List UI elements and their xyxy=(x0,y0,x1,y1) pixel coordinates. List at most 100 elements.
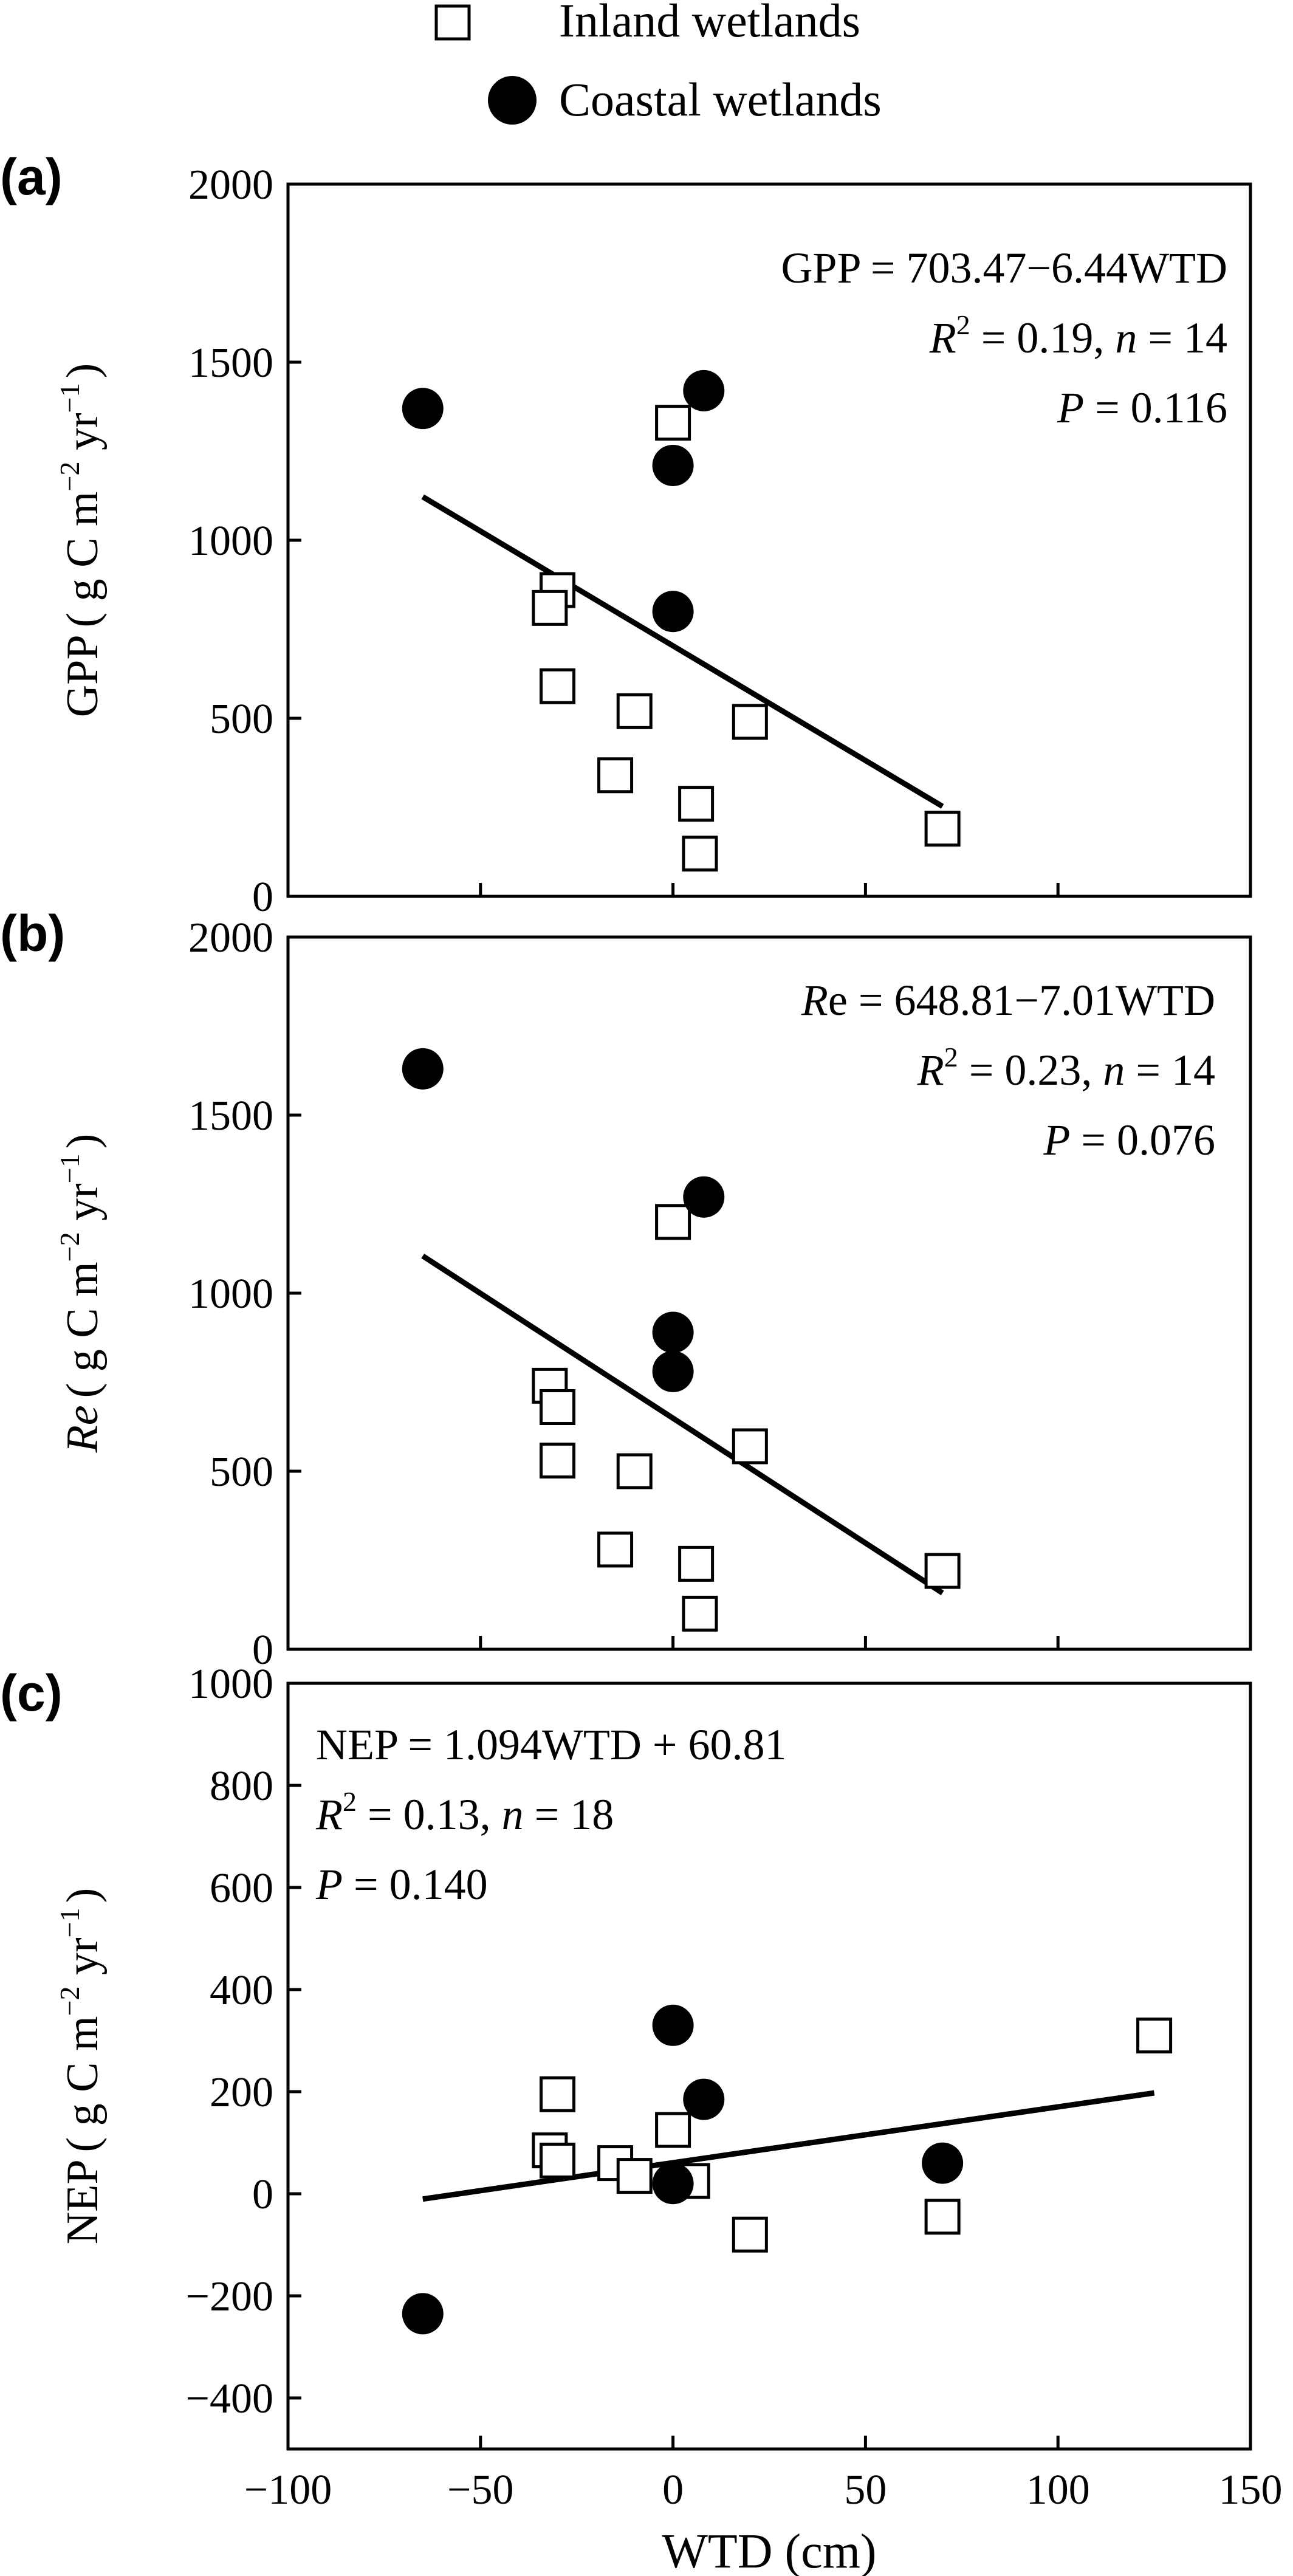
eq-a-p: P xyxy=(1057,383,1084,432)
equation-a-line2: R2 = 0.19, n = 14 xyxy=(929,309,1227,362)
y-label-mid-c: yr xyxy=(58,1937,108,1986)
y-axis-label-b: Re ( g C m−2 yr−1) xyxy=(54,1134,108,1454)
panel-c: (c) −400 −200 0 200 400 600 800 1000 −100 −50 0 50… xyxy=(0,1661,1283,2576)
eq-a-pval: = 0.116 xyxy=(1084,383,1227,432)
eq-a-nval: = 14 xyxy=(1137,314,1227,362)
eq-b-pval: = 0.076 xyxy=(1070,1116,1215,1164)
inland-point xyxy=(682,1595,718,1632)
eq-b-p: P xyxy=(1043,1116,1070,1164)
equation-b-line3: P = 0.076 xyxy=(1043,1116,1215,1164)
x-tick-label: 150 xyxy=(1219,2467,1283,2513)
coastal-point xyxy=(402,2293,444,2335)
eq-b-formula: e = 648.81−7.01WTD xyxy=(828,976,1215,1025)
equation-b-line1: Re = 648.81−7.01WTD xyxy=(801,976,1215,1025)
y-tick-label: 1500 xyxy=(188,340,273,386)
x-tick-label: 100 xyxy=(1026,2467,1090,2513)
inland-point xyxy=(540,2076,576,2112)
y-tick-label: 500 xyxy=(210,1449,273,1496)
y-label-mid-a: yr xyxy=(58,413,108,461)
equation-b-line2: R2 = 0.23, n = 14 xyxy=(917,1042,1215,1094)
equation-c-line1: NEP = 1.094WTD + 60.81 xyxy=(316,1720,787,1769)
plot-marks-b xyxy=(402,1048,961,1632)
eq-b-nval: = 14 xyxy=(1125,1046,1215,1094)
plot-frame-b xyxy=(286,935,1252,1651)
coastal-point xyxy=(652,444,694,486)
inland-point xyxy=(616,1453,653,1489)
coastal-point xyxy=(652,1311,694,1353)
y-tick-label: −400 xyxy=(186,2375,273,2422)
y-tick-label: 1000 xyxy=(188,1271,273,1317)
inland-point xyxy=(616,693,653,729)
eq-b-r2: R xyxy=(917,1046,944,1094)
coastal-point xyxy=(683,2078,725,2120)
x-axis-c: −100 −50 0 50 100 150 xyxy=(244,2436,1283,2513)
y-tick-label: 2000 xyxy=(188,162,273,208)
coastal-point xyxy=(402,388,444,430)
y-label-end-b: ) xyxy=(58,1134,108,1149)
panel-label-b: (b) xyxy=(0,905,65,962)
y-label-main-b: Re xyxy=(58,1405,108,1453)
y-tick-label: 0 xyxy=(252,2171,273,2218)
eq-c-sup: 2 xyxy=(343,1786,357,1817)
y-label-main-a: GPP xyxy=(58,635,108,718)
eq-c-r: R xyxy=(315,1790,343,1839)
y-axis-a: 0 500 1000 1500 2000 xyxy=(188,162,301,921)
x-axis-b xyxy=(286,1636,1252,1649)
y-tick-label: 800 xyxy=(210,1763,273,1810)
regression-line xyxy=(421,494,944,809)
panel-label-c: (c) xyxy=(0,1664,63,1722)
eq-c-r2val: = 0.13, xyxy=(357,1790,502,1839)
x-tick-label: 50 xyxy=(844,2467,887,2513)
inland-point xyxy=(597,1531,634,1568)
regression-line xyxy=(422,2090,1155,2202)
eq-a-sup: 2 xyxy=(956,309,970,340)
inland-point xyxy=(924,1553,961,1589)
legend-circle-marker xyxy=(488,76,537,125)
x-tick-label: −50 xyxy=(447,2467,513,2513)
y-label-mid-b: yr xyxy=(58,1183,108,1232)
y-label-sup2-b: −1 xyxy=(54,1153,85,1183)
inland-point xyxy=(732,704,768,740)
y-tick-label: 600 xyxy=(210,1865,273,1912)
inland-point xyxy=(597,757,634,794)
inland-point xyxy=(655,2112,691,2148)
legend-label-inland: Inland wetlands xyxy=(559,0,860,47)
equation-a: GPP = 703.47−6.44WTD R2 = 0.19, n = 14 P… xyxy=(781,244,1227,432)
inland-point xyxy=(540,1389,576,1426)
y-tick-label: 0 xyxy=(252,1627,273,1674)
y-label-sup2-a: −1 xyxy=(54,383,85,413)
eq-a-n: n xyxy=(1115,314,1137,362)
y-axis-c: −400 −200 0 200 400 600 800 1000 xyxy=(186,1661,301,2422)
inland-point xyxy=(532,589,568,626)
eq-c-pval: = 0.140 xyxy=(343,1860,488,1909)
inland-point xyxy=(1136,2018,1173,2054)
inland-point xyxy=(924,2199,961,2235)
y-tick-label: 200 xyxy=(210,2069,273,2116)
inland-point xyxy=(732,2216,768,2253)
equation-a-line3: P = 0.116 xyxy=(1057,383,1227,432)
equation-c-line2: R2 = 0.13, n = 18 xyxy=(315,1786,614,1839)
eq-b-r2val: = 0.23, xyxy=(958,1046,1103,1094)
y-axis-label-a: GPP ( g C m−2 yr−1) xyxy=(54,363,108,718)
eq-c-p: P xyxy=(315,1860,343,1909)
y-axis-b: 0 500 1000 1500 2000 xyxy=(188,915,301,1674)
eq-a-r2val: = 0.19, xyxy=(970,314,1116,362)
y-label-sup1-a: −2 xyxy=(54,461,85,491)
inland-point xyxy=(540,668,576,704)
equation-b: Re = 648.81−7.01WTD R2 = 0.23, n = 14 P … xyxy=(801,976,1215,1164)
inland-point xyxy=(682,836,718,872)
eq-b-r: R xyxy=(801,976,828,1025)
coastal-point xyxy=(652,1350,694,1392)
y-label-unit-b: ( g C m xyxy=(58,1262,108,1398)
equation-c-line3: P = 0.140 xyxy=(315,1860,488,1909)
plot-marks-a xyxy=(402,369,961,872)
eq-c-nval: = 18 xyxy=(524,1790,614,1839)
inland-point xyxy=(732,1428,768,1465)
inland-point xyxy=(655,1204,691,1240)
x-axis-a xyxy=(286,883,1252,896)
legend-square-marker xyxy=(434,4,471,41)
y-label-unit-a: ( g C m xyxy=(58,491,108,627)
y-label-main-c: NEP xyxy=(58,2159,108,2244)
